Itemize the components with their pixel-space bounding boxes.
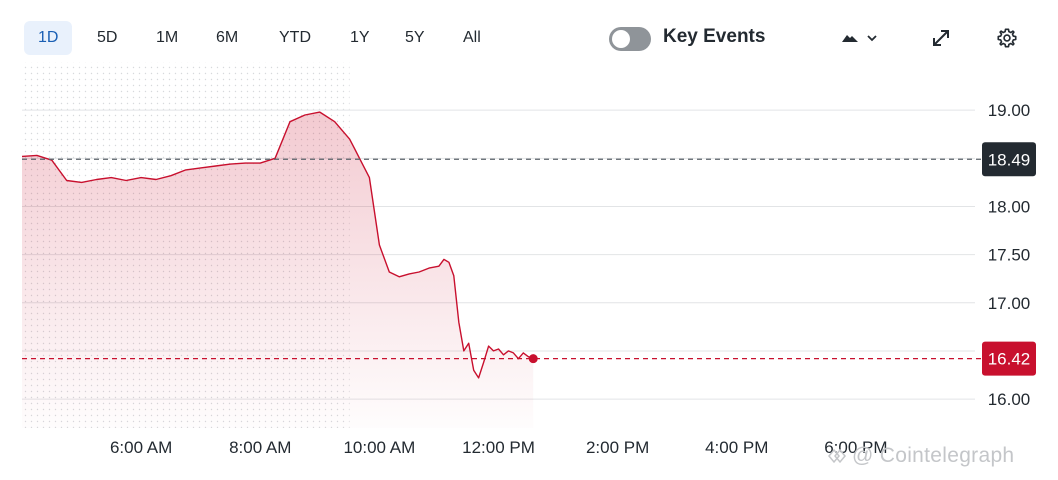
price-line (21, 111, 534, 379)
key-events-label: Key Events (663, 26, 766, 47)
y-tick-label: 17.00 (988, 294, 1031, 313)
watermark: @ Cointelegraph (826, 444, 1014, 468)
y-tick-label: 17.50 (988, 246, 1031, 265)
range-tab-1d[interactable]: 1D (24, 21, 73, 55)
key-events-toggle[interactable] (609, 27, 651, 51)
current-price-label: 16.42 (988, 350, 1031, 369)
y-tick-label: 16.00 (988, 390, 1031, 409)
current-price-dot (528, 354, 538, 364)
current-price-badge (982, 341, 1036, 376)
x-tick-label: 12:00 PM (462, 438, 535, 457)
previous-close-badge (982, 142, 1036, 177)
mountain-chart-icon[interactable] (838, 22, 884, 54)
gear-icon[interactable] (992, 22, 1022, 54)
x-tick-label: 10:00 AM (343, 438, 415, 457)
range-tab-1m[interactable]: 1M (156, 29, 179, 46)
range-tab-ytd[interactable]: YTD (279, 29, 311, 46)
range-tab-all[interactable]: All (463, 29, 481, 46)
expand-icon[interactable] (926, 22, 956, 54)
toggle-knob (612, 30, 630, 48)
previous-close-label: 18.49 (988, 150, 1031, 169)
price-area (22, 112, 534, 428)
x-tick-label: 6:00 PM (824, 438, 887, 457)
watermark-text: @ Cointelegraph (852, 444, 1015, 467)
x-tick-label: 4:00 PM (705, 438, 768, 457)
y-tick-label: 18.00 (988, 197, 1031, 216)
range-tab-5y[interactable]: 5Y (405, 29, 425, 46)
range-tab-5d[interactable]: 5D (97, 29, 118, 46)
y-tick-label: 19.00 (988, 101, 1031, 120)
x-tick-label: 8:00 AM (229, 438, 291, 457)
range-tab-1y[interactable]: 1Y (350, 29, 370, 46)
watermark-icon (828, 448, 846, 464)
range-tab-6m[interactable]: 6M (216, 29, 239, 46)
x-tick-label: 2:00 PM (586, 438, 649, 457)
chart-toolbar: 1D 5D 1M 6M YTD 1Y 5Y All Key Events (0, 0, 1058, 72)
x-tick-label: 6:00 AM (110, 438, 172, 457)
